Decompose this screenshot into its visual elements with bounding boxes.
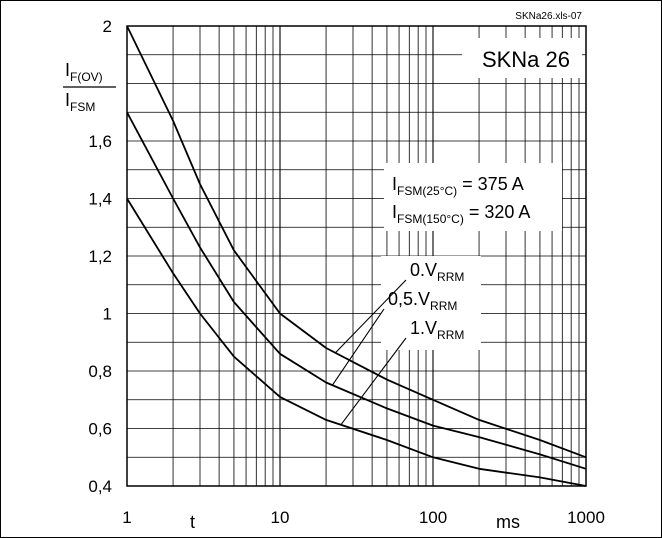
file-label: SKNa26.xls-07: [515, 11, 582, 22]
y-label-numerator: IF(OV): [65, 60, 103, 84]
series-line-0: [126, 25, 587, 459]
y-tick-label: 0,6: [88, 420, 112, 439]
x-tick-label: 1: [122, 508, 131, 527]
x-tick-label: 100: [419, 508, 447, 527]
device-label-box: [462, 38, 582, 78]
label-leader-lines: [331, 279, 407, 426]
curve-label-2: 1.VRRM: [410, 318, 464, 342]
series-line-1: [126, 111, 587, 470]
info-box: [384, 163, 562, 231]
x-label-unit: ms: [496, 512, 520, 532]
x-label-t: t: [190, 512, 195, 532]
info-line-150c: IFSM(150°C) = 320 A: [392, 202, 530, 226]
plot-border: [126, 25, 587, 487]
y-tick-label: 0,4: [88, 477, 112, 496]
y-tick-label: 1,6: [88, 132, 112, 151]
curve-label-0: 0.VRRM: [410, 260, 464, 284]
y-tick-label: 0,8: [88, 362, 112, 381]
y-label-denominator: IFSM: [65, 90, 95, 114]
x-tick-label: 1000: [567, 508, 605, 527]
curve-label-1: 0,5.VRRM: [388, 289, 457, 313]
curve-labels: 0.VRRM 0,5.VRRM 1.VRRM: [388, 260, 464, 342]
x-tick-label: 10: [271, 508, 290, 527]
curves: [126, 25, 587, 487]
grid: [127, 26, 586, 486]
y-tick-label: 1,2: [88, 247, 112, 266]
legend-box: [381, 256, 481, 350]
y-tick-label: 2: [103, 17, 112, 36]
device-label: SKNa 26: [482, 47, 570, 72]
tick-labels: 0,4 0,6 0,8 1 1,2 1,4 1,6 2 1 10 100 1000: [88, 17, 605, 527]
y-tick-label: 1,4: [88, 190, 112, 209]
leader-line-0: [334, 279, 407, 354]
info-line-25c: IFSM(25°C) = 375 A: [392, 174, 524, 198]
leader-line-1: [331, 308, 385, 386]
leader-line-2: [340, 337, 407, 426]
series-line-2: [126, 198, 587, 487]
y-tick-label: 1: [103, 305, 112, 324]
